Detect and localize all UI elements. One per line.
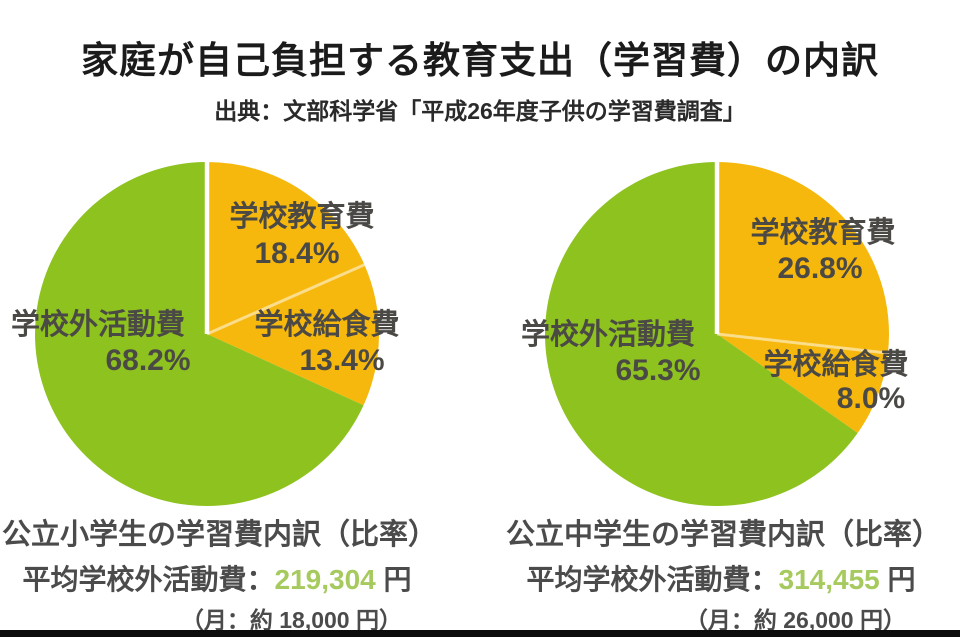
bottom-border — [0, 630, 960, 637]
avg-value: 314,455 — [778, 564, 880, 595]
source-note: 出典：文部科学省「平成26年度子供の学習費調査」 — [214, 98, 746, 124]
slice-pct-elementary-lunch: 13.4% — [299, 344, 385, 377]
slice-label-elementary-lunch: 学校給食費 — [254, 309, 400, 341]
pie-slice — [717, 162, 889, 354]
slice-divider — [716, 332, 889, 355]
pie-slice — [545, 162, 858, 507]
caption-monthly-junior-high: （月：約 26,000 円） — [684, 607, 906, 633]
pie-slice — [207, 264, 379, 406]
pie-slice — [717, 334, 888, 434]
slice-label-elementary-outside-school: 学校外活動費 — [10, 309, 186, 341]
caption-average-junior-high: 平均学校外活動費：314,455 円 — [506, 558, 936, 598]
slice-label-junior-high-education: 学校教育費 — [750, 217, 896, 249]
slice-label-junior-high-outside-school: 学校外活動費 — [520, 319, 696, 351]
pie-slice — [207, 162, 365, 334]
avg-unit: 円 — [879, 564, 916, 595]
slice-pct-junior-high-outside-school: 65.3% — [615, 354, 701, 387]
pie-chart-elementary — [35, 162, 379, 506]
caption-elementary: 公立小学生の学習費内訳（比率） 平均学校外活動費：219,304 円 （月：約 … — [2, 511, 438, 635]
pie-slice — [35, 162, 364, 506]
page-title: 家庭が自己負担する教育支出（学習費）の内訳 — [81, 40, 879, 81]
caption-average-elementary: 平均学校外活動費：219,304 円 — [2, 558, 432, 598]
avg-label: 平均学校外活動費： — [526, 564, 779, 595]
slice-label-junior-high-lunch: 学校給食費 — [763, 349, 909, 381]
caption-title-junior-high: 公立中学生の学習費内訳（比率） — [506, 519, 942, 551]
avg-label: 平均学校外活動費： — [22, 564, 275, 595]
slice-pct-elementary-education: 18.4% — [254, 237, 340, 270]
slice-pct-junior-high-education: 26.8% — [777, 252, 863, 285]
caption-title-elementary: 公立小学生の学習費内訳（比率） — [2, 519, 438, 551]
caption-junior-high: 公立中学生の学習費内訳（比率） 平均学校外活動費：314,455 円 （月：約 … — [506, 511, 942, 635]
pie-chart-junior-high — [545, 162, 889, 507]
slice-pct-elementary-outside-school: 68.2% — [105, 344, 191, 377]
avg-value: 219,304 — [274, 564, 376, 595]
caption-monthly-elementary: （月：約 18,000 円） — [180, 607, 402, 633]
slice-divider — [206, 263, 366, 336]
avg-unit: 円 — [375, 564, 412, 595]
slice-pct-junior-high-lunch: 8.0% — [836, 382, 906, 415]
slice-label-elementary-education: 学校教育費 — [229, 201, 375, 233]
